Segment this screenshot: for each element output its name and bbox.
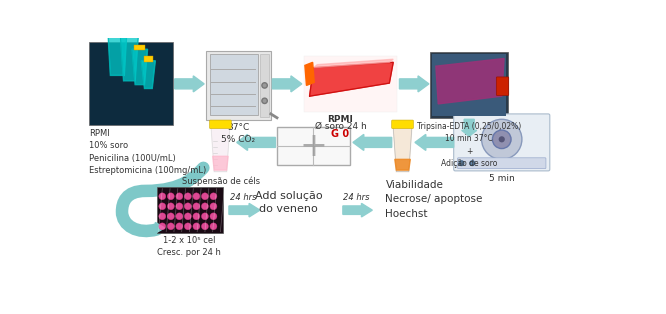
Circle shape [499,136,505,143]
Circle shape [159,213,166,220]
FancyBboxPatch shape [210,120,231,128]
FancyArrow shape [229,203,260,217]
Polygon shape [132,49,148,85]
FancyArrow shape [236,134,276,150]
Circle shape [159,203,166,210]
FancyArrow shape [400,76,429,92]
FancyBboxPatch shape [496,77,509,95]
Circle shape [201,203,208,210]
FancyBboxPatch shape [144,56,153,62]
Circle shape [159,193,166,200]
Circle shape [176,213,183,220]
FancyBboxPatch shape [123,31,136,37]
Circle shape [167,223,174,230]
Circle shape [184,213,191,220]
Circle shape [193,213,200,220]
Polygon shape [393,127,412,172]
Text: Viabilidade
Necrose/ apoptose
Hoechst: Viabilidade Necrose/ apoptose Hoechst [386,180,483,219]
Circle shape [262,98,267,104]
FancyArrow shape [415,134,454,150]
FancyBboxPatch shape [210,54,258,116]
Circle shape [210,223,217,230]
FancyArrow shape [174,76,204,92]
FancyArrow shape [272,76,302,92]
Polygon shape [141,61,155,89]
Polygon shape [211,127,230,172]
Text: G 0: G 0 [332,128,350,138]
FancyArrow shape [462,119,477,136]
Text: 1-2 x 10⁵ cel
Cresc. por 24 h: 1-2 x 10⁵ cel Cresc. por 24 h [157,236,221,257]
Circle shape [193,203,200,210]
Circle shape [176,223,183,230]
Polygon shape [314,59,393,68]
Text: Tripsina-EDTA (0,25/0,02%)
10 min 37°C
+
Adição de soro: Tripsina-EDTA (0,25/0,02%) 10 min 37°C +… [417,122,521,168]
FancyBboxPatch shape [206,51,271,120]
Circle shape [262,83,267,88]
Polygon shape [107,22,127,75]
Polygon shape [310,62,393,96]
Circle shape [184,223,191,230]
FancyBboxPatch shape [157,187,222,233]
FancyBboxPatch shape [304,56,397,111]
Text: Suspensão de céls: Suspensão de céls [182,176,260,186]
FancyArrow shape [343,203,372,217]
Circle shape [492,130,511,149]
Circle shape [201,193,208,200]
Circle shape [167,213,174,220]
Text: Ø soro 24 h: Ø soro 24 h [314,122,366,131]
Circle shape [210,213,217,220]
FancyBboxPatch shape [135,45,145,50]
FancyBboxPatch shape [458,158,546,169]
Text: Add solução
do veneno: Add solução do veneno [255,191,322,214]
Circle shape [184,193,191,200]
Circle shape [482,119,522,159]
FancyBboxPatch shape [392,120,414,128]
Circle shape [210,203,217,210]
FancyArrow shape [353,134,392,150]
Circle shape [193,223,200,230]
FancyBboxPatch shape [260,54,269,117]
Circle shape [184,203,191,210]
Polygon shape [395,159,410,170]
FancyBboxPatch shape [454,114,550,171]
Text: RPMI: RPMI [328,116,354,124]
Circle shape [159,223,166,230]
Text: 24 hrs: 24 hrs [230,193,257,203]
Circle shape [210,193,217,200]
Circle shape [201,223,208,230]
Circle shape [459,161,464,165]
Polygon shape [305,62,314,85]
FancyBboxPatch shape [430,52,508,118]
Circle shape [176,203,183,210]
FancyArrow shape [155,223,165,233]
FancyBboxPatch shape [89,42,173,126]
Circle shape [201,213,208,220]
Circle shape [167,203,174,210]
FancyBboxPatch shape [110,17,125,22]
Text: 24 hrs: 24 hrs [343,193,370,203]
Polygon shape [436,58,504,104]
Text: 37°C
5% CO₂: 37°C 5% CO₂ [221,123,255,144]
Circle shape [470,161,475,165]
Text: RPMI
10% soro
Penicilina (100U/mL)
Estreptomicina (100mg/mL): RPMI 10% soro Penicilina (100U/mL) Estre… [89,128,206,175]
Polygon shape [121,36,139,81]
Text: 5 min: 5 min [489,174,515,183]
Circle shape [193,193,200,200]
Circle shape [176,193,183,200]
FancyBboxPatch shape [277,127,350,165]
Polygon shape [212,156,228,170]
FancyBboxPatch shape [432,54,506,116]
Circle shape [167,193,174,200]
Text: +: + [300,130,328,163]
